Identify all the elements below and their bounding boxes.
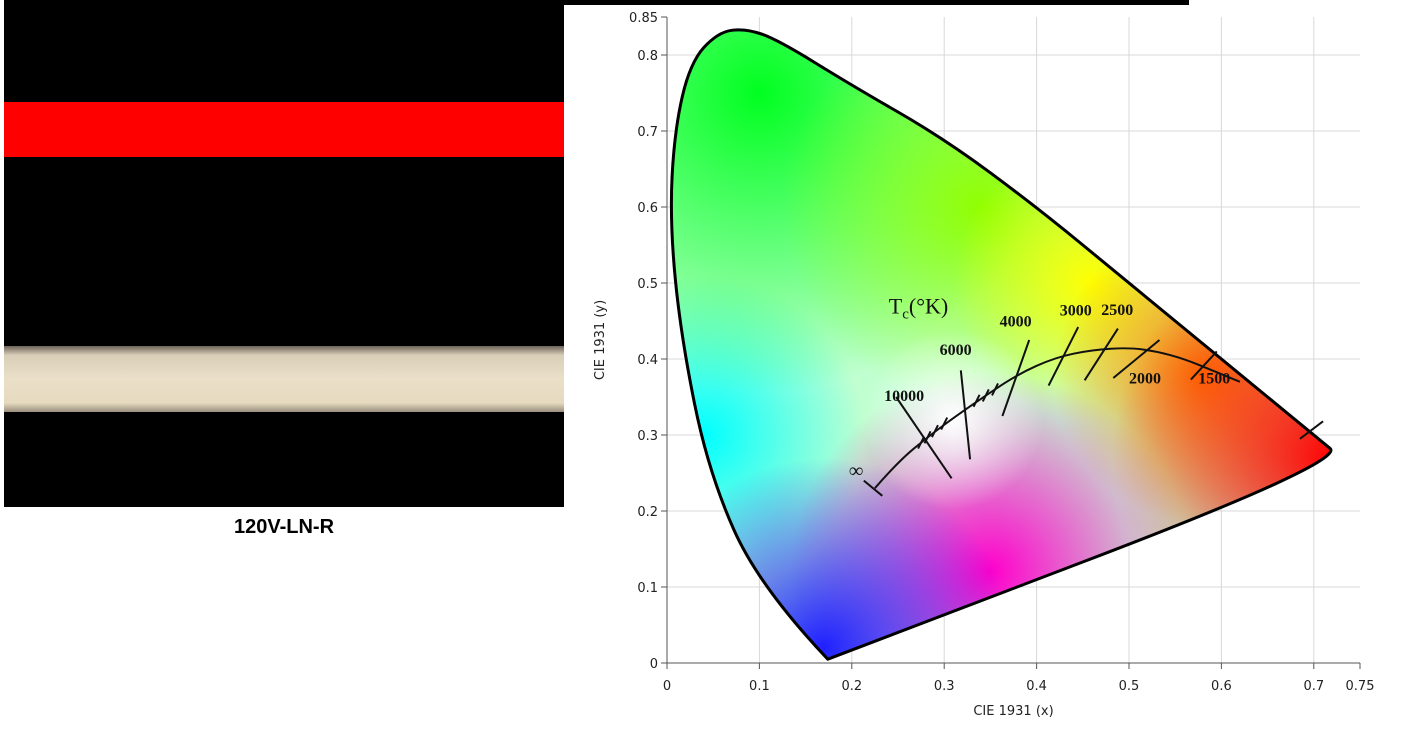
isotherm-label: 6000 — [940, 342, 972, 359]
y-tick-label: 0.6 — [637, 201, 658, 216]
unlit-led-strip — [4, 346, 564, 412]
isotherm-line — [1083, 328, 1119, 381]
isotherm-label: 1500 — [1198, 370, 1230, 387]
chromaticity-fill — [671, 29, 1331, 660]
isotherm-line — [959, 370, 972, 460]
isotherm-line — [1112, 339, 1161, 379]
y-tick-label: 0 — [650, 657, 658, 672]
cie-chart: 10000 6000 4000 3000 2500 2000 1500 ∞ Tc(°K) 0 0.1… — [566, 0, 1410, 737]
x-tick-label: 0.5 — [1119, 679, 1140, 694]
x-tick-label: 0.1 — [749, 679, 770, 694]
isotherm-line — [1299, 420, 1324, 440]
x-tick-label: 0.6 — [1211, 679, 1232, 694]
isotherm-label: 10000 — [884, 388, 924, 405]
x-axis-title: CIE 1931 (x) — [973, 704, 1053, 719]
cie-chart-svg: 10000 6000 4000 3000 2500 2000 1500 ∞ Tc(°K) 0 0.1… — [593, 11, 1375, 719]
isotherm-line — [895, 396, 953, 479]
x-tick-label: 0.3 — [934, 679, 955, 694]
isotherm-minor-tick — [972, 394, 981, 408]
isotherm-minor-tick — [917, 436, 925, 450]
isotherm-label: 4000 — [1000, 313, 1032, 330]
spectral-locus-outline — [669, 28, 1333, 661]
isotherm-minor-tick — [991, 382, 999, 396]
isotherm-minor-tick — [981, 389, 990, 402]
y-tick-label: 0.5 — [637, 277, 658, 292]
y-tick-label: 0.3 — [637, 429, 658, 444]
isotherm-label: 2500 — [1101, 302, 1133, 319]
red-led-strip — [4, 102, 564, 157]
y-tick-label: 0.85 — [629, 11, 658, 26]
led-strip-photo — [4, 0, 564, 507]
x-tick-label: 0.4 — [1026, 679, 1047, 694]
isotherm-line — [1190, 350, 1218, 381]
isotherm-label: ∞ — [849, 460, 863, 482]
isotherm-label: 2000 — [1129, 370, 1161, 387]
y-tick-label: 0.1 — [637, 581, 658, 596]
y-tick-label: 0.2 — [637, 505, 658, 520]
locus-label: Tc(°K) — [889, 293, 948, 322]
product-caption: 120V-LN-R — [233, 516, 335, 538]
x-tick-label: 0.2 — [841, 679, 862, 694]
y-tick-label: 0.8 — [637, 49, 658, 64]
isotherm-label: 3000 — [1060, 303, 1092, 320]
isotherm-minor-tick — [931, 424, 939, 438]
y-axis-title: CIE 1931 (y) — [593, 300, 608, 380]
x-tick-label: 0.75 — [1346, 679, 1375, 694]
isotherm-minor-tick — [940, 417, 949, 431]
top-border-line — [237, 0, 1189, 5]
y-tick-label: 0.4 — [637, 353, 658, 368]
x-tick-label: 0 — [663, 679, 671, 694]
planckian-end-cap — [863, 479, 883, 497]
y-tick-label: 0.7 — [637, 125, 658, 140]
isotherm-line — [1047, 326, 1080, 387]
isotherm-line — [1001, 339, 1031, 417]
x-tick-label: 0.7 — [1303, 679, 1324, 694]
